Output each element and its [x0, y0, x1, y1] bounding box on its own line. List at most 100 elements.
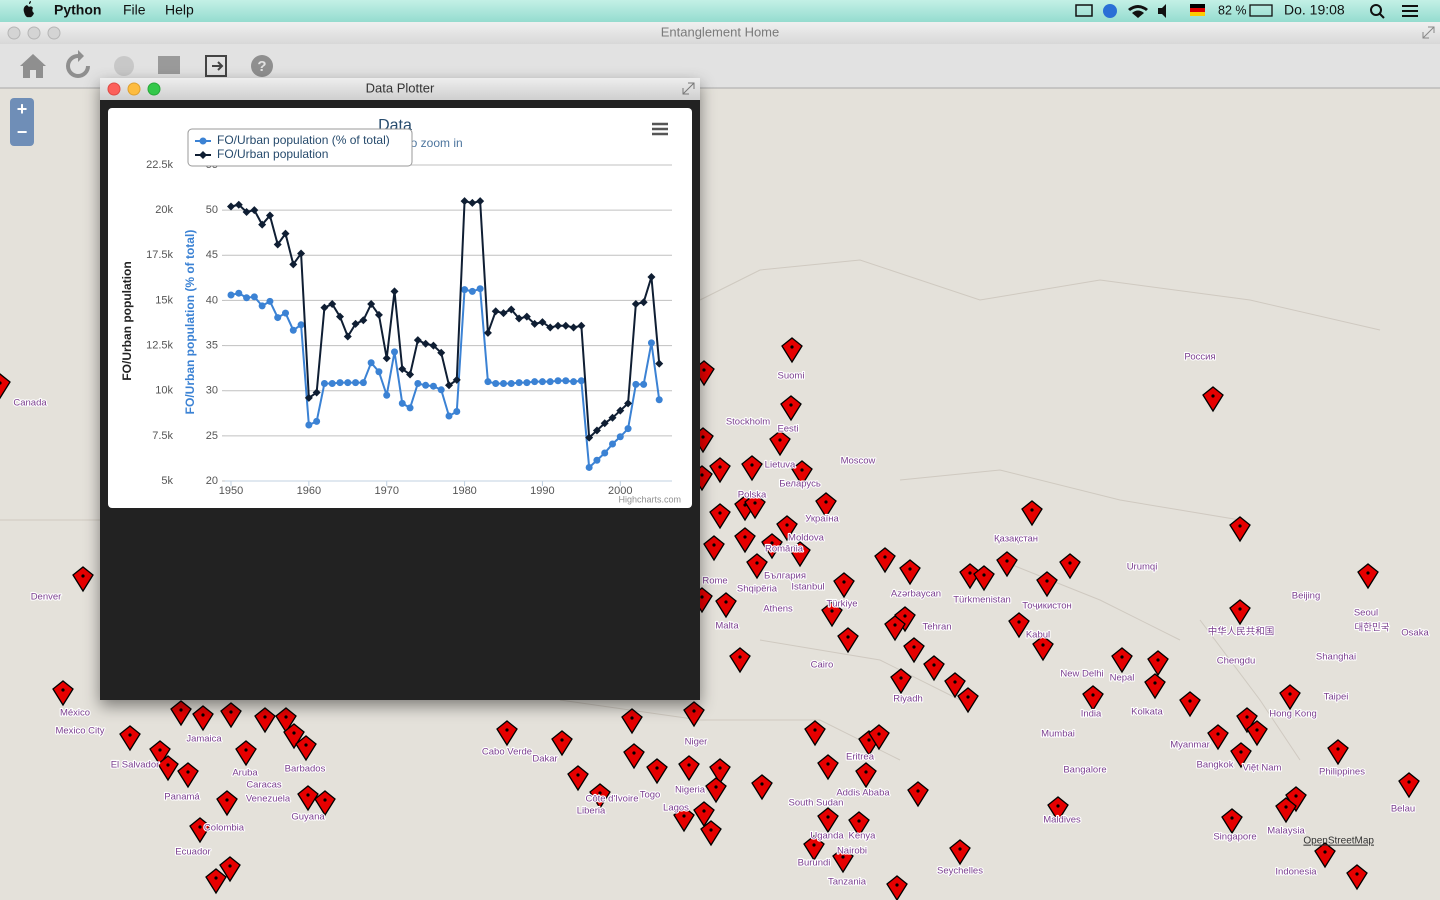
- map-marker[interactable]: [496, 720, 518, 747]
- map-marker[interactable]: [1229, 599, 1251, 626]
- map-marker[interactable]: [886, 875, 908, 900]
- map-marker[interactable]: [700, 820, 722, 847]
- clock[interactable]: Do. 19:08: [1284, 2, 1345, 18]
- map-marker[interactable]: [254, 707, 276, 734]
- settings-button[interactable]: [114, 56, 134, 76]
- map-marker[interactable]: [1207, 724, 1229, 751]
- map-marker[interactable]: [1202, 386, 1224, 413]
- apple-menu[interactable]: [23, 1, 34, 18]
- map-marker[interactable]: [741, 455, 763, 482]
- map-marker[interactable]: [923, 655, 945, 682]
- map-marker[interactable]: [119, 725, 141, 752]
- chart-menu-button[interactable]: [652, 122, 668, 136]
- map-marker[interactable]: [744, 493, 766, 520]
- map-marker[interactable]: [855, 762, 877, 789]
- map-marker[interactable]: [903, 637, 925, 664]
- map-marker[interactable]: [868, 724, 890, 751]
- reload-button[interactable]: [66, 50, 90, 78]
- map-marker[interactable]: [746, 553, 768, 580]
- map-marker[interactable]: [1398, 772, 1420, 799]
- map-marker[interactable]: [157, 755, 179, 782]
- map-marker[interactable]: [621, 708, 643, 735]
- map-marker[interactable]: [673, 806, 695, 833]
- map-marker[interactable]: [1008, 612, 1030, 639]
- image-button[interactable]: [158, 56, 180, 74]
- map-marker[interactable]: [780, 395, 802, 422]
- map-marker[interactable]: [683, 701, 705, 728]
- map-marker[interactable]: [1059, 553, 1081, 580]
- map-marker[interactable]: [709, 457, 731, 484]
- status-icon[interactable]: [1103, 4, 1117, 18]
- map-marker[interactable]: [275, 707, 297, 734]
- battery-icon[interactable]: [1249, 4, 1273, 17]
- app-menu[interactable]: Python: [54, 2, 101, 18]
- map-marker[interactable]: [803, 835, 825, 862]
- map-marker[interactable]: [833, 572, 855, 599]
- map-marker[interactable]: [817, 754, 839, 781]
- wifi-icon[interactable]: [1128, 5, 1148, 18]
- map-marker[interactable]: [789, 541, 811, 568]
- fullscreen-button[interactable]: [1422, 26, 1435, 39]
- map-marker[interactable]: [1144, 673, 1166, 700]
- map-marker[interactable]: [769, 430, 791, 457]
- map-marker[interactable]: [623, 743, 645, 770]
- map-marker[interactable]: [949, 839, 971, 866]
- zoom-in[interactable]: +: [17, 99, 28, 119]
- map-marker[interactable]: [1021, 500, 1043, 527]
- map-marker[interactable]: [177, 762, 199, 789]
- map-marker[interactable]: [1279, 684, 1301, 711]
- map-marker[interactable]: [817, 807, 839, 834]
- close-button[interactable]: [107, 82, 121, 96]
- map-marker[interactable]: [283, 723, 305, 750]
- map-marker[interactable]: [1236, 707, 1258, 734]
- map-marker[interactable]: [815, 492, 837, 519]
- close-button[interactable]: [7, 26, 21, 40]
- map-marker[interactable]: [1111, 647, 1133, 674]
- legend-label[interactable]: FO/Urban population: [217, 147, 328, 161]
- notification-icon[interactable]: [1402, 5, 1418, 17]
- map-marker[interactable]: [703, 535, 725, 562]
- menu-item[interactable]: Help: [165, 2, 194, 18]
- map-marker[interactable]: [1246, 720, 1268, 747]
- map-marker[interactable]: [709, 503, 731, 530]
- map-marker[interactable]: [837, 627, 859, 654]
- fullscreen-button[interactable]: [682, 82, 695, 95]
- legend-label[interactable]: FO/Urban population (% of total): [217, 133, 390, 147]
- map-marker[interactable]: [52, 680, 74, 707]
- map-marker[interactable]: [705, 777, 727, 804]
- map-marker[interactable]: [1275, 797, 1297, 824]
- map-marker[interactable]: [751, 774, 773, 801]
- flag-icon[interactable]: [1190, 4, 1205, 8]
- map-marker[interactable]: [314, 790, 336, 817]
- map-marker[interactable]: [1147, 650, 1169, 677]
- map-marker[interactable]: [170, 700, 192, 727]
- map-marker[interactable]: [1327, 739, 1349, 766]
- map-marker[interactable]: [899, 559, 921, 586]
- map-marker[interactable]: [848, 811, 870, 838]
- map-marker[interactable]: [944, 672, 966, 699]
- map-marker[interactable]: [1179, 691, 1201, 718]
- map-marker[interactable]: [235, 740, 257, 767]
- map-marker[interactable]: [1314, 842, 1336, 869]
- map-marker[interactable]: [1230, 742, 1252, 769]
- map-marker[interactable]: [567, 765, 589, 792]
- map-marker[interactable]: [1357, 563, 1379, 590]
- zoom-button[interactable]: [47, 26, 61, 40]
- map-marker[interactable]: [973, 565, 995, 592]
- map-marker[interactable]: [678, 755, 700, 782]
- map-marker[interactable]: [1032, 635, 1054, 662]
- map-marker[interactable]: [709, 758, 731, 785]
- map-marker[interactable]: [781, 337, 803, 364]
- map-marker[interactable]: [761, 533, 783, 560]
- map-marker[interactable]: [890, 668, 912, 695]
- map-marker[interactable]: [804, 720, 826, 747]
- export-button[interactable]: [205, 55, 227, 77]
- zoom-out[interactable]: −: [17, 122, 28, 142]
- map-marker[interactable]: [776, 515, 798, 542]
- map-marker[interactable]: [996, 551, 1018, 578]
- map-attribution[interactable]: OpenStreetMap: [1303, 836, 1374, 847]
- map-marker[interactable]: [957, 687, 979, 714]
- search-icon[interactable]: [1370, 4, 1382, 16]
- zoom-button[interactable]: [147, 82, 161, 96]
- map-marker[interactable]: [874, 547, 896, 574]
